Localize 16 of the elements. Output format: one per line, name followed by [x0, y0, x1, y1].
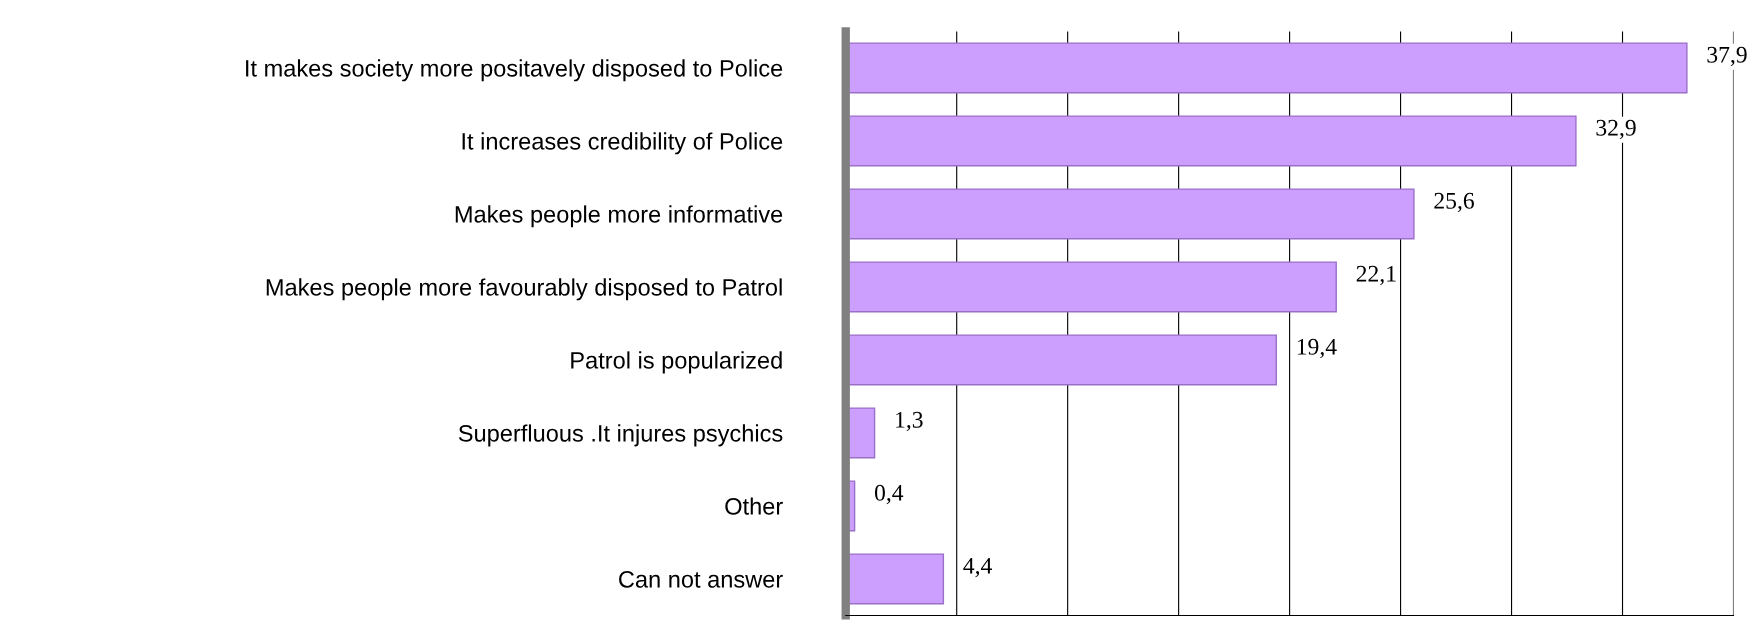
y-tick-label: Superfluous .It injures psychics [458, 424, 783, 447]
data-label: 4,4 [963, 557, 992, 578]
y-tick-label: It makes society more positavely disposed to Police [246, 59, 783, 82]
data-label: 32,9 [1596, 119, 1636, 140]
y-tick-label: Can not answer [619, 571, 783, 588]
data-label: 25,6 [1434, 192, 1474, 213]
data-label: 19,4 [1297, 338, 1337, 359]
y-tick-label: Makes people more favourably disposed to Patrol [266, 278, 782, 301]
data-label: 22,1 [1356, 265, 1396, 286]
y-tick-label: Patrol is popularized [571, 351, 782, 374]
y-tick-label: Makes people more informative [455, 205, 783, 228]
y-tick-label: Other [725, 497, 783, 515]
data-label: 0,4 [874, 484, 904, 505]
data-label: 1,3 [896, 411, 923, 432]
y-tick-label: It increases credibility of Police [462, 132, 783, 155]
data-label: 37,9 [1707, 46, 1747, 67]
